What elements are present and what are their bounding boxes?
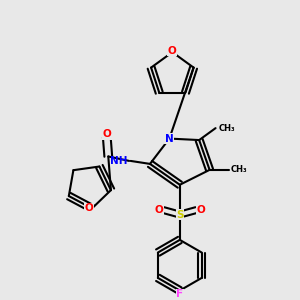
Text: O: O <box>154 205 163 215</box>
Text: N: N <box>165 134 174 144</box>
Text: S: S <box>176 210 184 220</box>
Text: O: O <box>102 129 111 139</box>
Text: CH₃: CH₃ <box>218 124 235 133</box>
Text: F: F <box>176 289 183 299</box>
Text: O: O <box>196 205 205 215</box>
Text: CH₃: CH₃ <box>230 165 247 174</box>
Text: NH: NH <box>110 156 128 166</box>
Text: O: O <box>168 46 177 56</box>
Text: O: O <box>85 203 93 213</box>
